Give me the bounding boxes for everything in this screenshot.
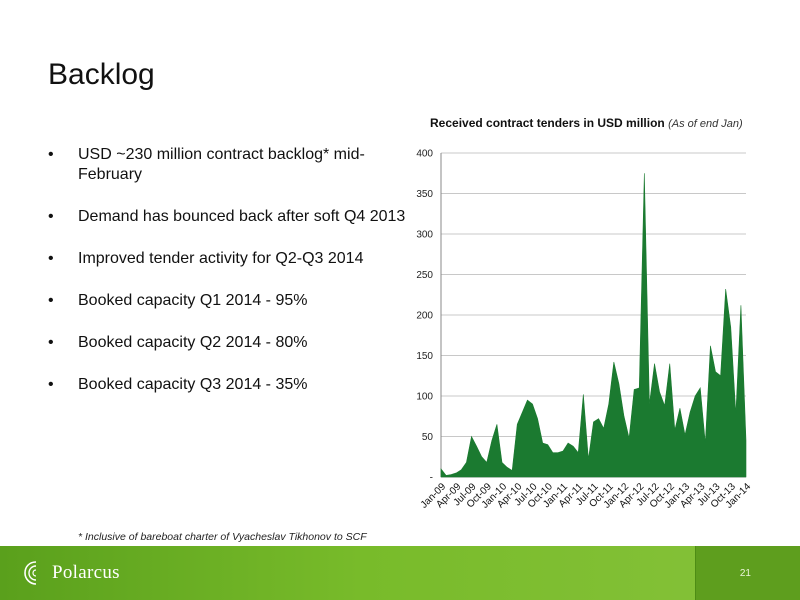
y-tick-label: 150 [416, 351, 433, 362]
area-series [440, 173, 747, 478]
bullet-text: Booked capacity Q1 2014 - 95% [78, 292, 308, 309]
chart-subtitle: (As of end Jan) [668, 118, 743, 130]
bullet-dot: • [48, 334, 54, 351]
footnote: * Inclusive of bareboat charter of Vyach… [78, 531, 367, 543]
bullet-list: • USD ~230 million contract backlog* mid-… [48, 145, 408, 417]
y-tick-label: 50 [422, 432, 434, 443]
chart-title: Received contract tenders in USD million… [430, 116, 743, 130]
bullet-text: USD ~230 million contract backlog* mid-F… [78, 146, 365, 183]
logo-text: Polarcus [52, 562, 120, 583]
chart-title-text: Received contract tenders in USD million [430, 116, 665, 130]
bullet-dot: • [48, 208, 54, 225]
bullet-dot: • [48, 376, 54, 393]
bullet-text: Improved tender activity for Q2-Q3 2014 [78, 250, 364, 267]
y-tick-label: 200 [416, 311, 433, 322]
y-tick-label: 350 [416, 189, 433, 200]
y-tick-label: 100 [416, 392, 433, 403]
y-tick-label: - [430, 473, 433, 484]
y-tick-label: 250 [416, 270, 433, 281]
company-logo: Polarcus [22, 558, 120, 588]
slide-title: Backlog [48, 58, 155, 91]
bullet-dot: • [48, 292, 54, 309]
polarcus-logo-icon [24, 561, 37, 585]
bullet-text: Demand has bounced back after soft Q4 20… [78, 208, 406, 225]
bullet-dot: • [48, 250, 54, 267]
y-tick-label: 300 [416, 230, 433, 241]
bullet-item: • Booked capacity Q1 2014 - 95% [48, 291, 408, 311]
footer-panel: 21 [695, 546, 800, 600]
bullet-item: • Demand has bounced back after soft Q4 2… [48, 207, 408, 227]
footer-bar: Polarcus 21 [0, 546, 800, 600]
bullet-text: Booked capacity Q3 2014 - 35% [78, 376, 308, 393]
y-tick-label: 400 [416, 149, 433, 160]
bullet-dot: • [48, 146, 54, 163]
page-number: 21 [739, 568, 751, 579]
bullet-item: • Booked capacity Q2 2014 - 80% [48, 333, 408, 353]
tender-area-chart: -50100150200250300350400Jan-09Apr-09Jul-… [416, 149, 753, 511]
bullet-item: • Improved tender activity for Q2-Q3 2014 [48, 249, 408, 269]
bullet-item: • Booked capacity Q3 2014 - 35% [48, 375, 408, 395]
bullet-text: Booked capacity Q2 2014 - 80% [78, 334, 308, 351]
bullet-item: • USD ~230 million contract backlog* mid-… [48, 145, 408, 185]
